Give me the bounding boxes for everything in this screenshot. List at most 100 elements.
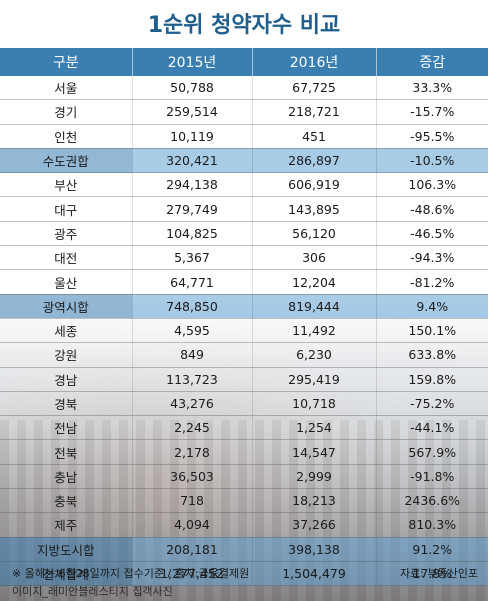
cell-2015: 36,503 [132,464,253,490]
cell-region: 대전 [0,245,133,271]
table-row: 충북 718 18,213 2436.6% [0,488,488,514]
cell-region: 전체합계 [0,561,133,587]
cell-2016: 286,897 [252,148,377,174]
cell-change: 150.1% [376,318,488,344]
cell-2016: 37,266 [252,512,377,538]
cell-2016: 295,419 [252,367,377,392]
cell-change: -75.2% [376,391,488,417]
table-row: 경남 113,723 295,419 159.8% [0,367,488,392]
table-row: 강원 849 6,230 633.8% [0,342,488,368]
cell-2016: 14,547 [252,439,377,465]
cell-2015: 50,788 [132,76,253,101]
cell-2015: 294,138 [132,172,253,198]
cell-2015: 208,181 [132,537,253,562]
cell-2016: 451 [252,124,377,149]
cell-2016: 18,213 [252,488,377,514]
table-row: 세종 4,595 11,492 150.1% [0,318,488,344]
cell-2016: 6,230 [252,342,377,368]
table-body: 서울 50,788 67,725 33.3% 경기 259,514 218,721 -15.7… [0,76,488,587]
cell-change: -10.5% [376,148,488,174]
cell-2016: 10,718 [252,391,377,417]
cell-2015: 4,595 [132,318,253,344]
chart-title: 1순위 청약자수 비교 [147,13,341,38]
cell-region: 광주 [0,221,133,247]
table-row-subtotal: 전체합계 1,277,452 1,504,479 17.8% [0,561,488,587]
cell-change: -44.1% [376,415,488,441]
cell-2015: 259,514 [132,99,253,125]
cell-change: -48.6% [376,196,488,222]
cell-change: -91.8% [376,464,488,490]
table-row: 충남 36,503 2,999 -91.8% [0,464,488,490]
cell-2016: 56,120 [252,221,377,247]
cell-2016: 2,999 [252,464,377,490]
cell-change: -15.7% [376,99,488,125]
cell-region: 부산 [0,172,133,198]
cell-change: 633.8% [376,342,488,368]
cell-2015: 2,178 [132,439,253,465]
header-2016: 2016년 [252,48,377,76]
cell-2016: 1,504,479 [252,561,377,587]
cell-region: 전남 [0,415,133,441]
table-row: 전남 2,245 1,254 -44.1% [0,415,488,441]
cell-2015: 1,277,452 [132,561,253,587]
cell-region: 충북 [0,488,133,514]
table-row: 부산 294,138 606,919 106.3% [0,172,488,198]
cell-region: 대구 [0,196,133,222]
cell-region: 인천 [0,124,133,149]
cell-2015: 64,771 [132,269,253,295]
table-row: 서울 50,788 67,725 33.3% [0,76,488,101]
table-row: 경기 259,514 218,721 -15.7% [0,99,488,125]
cell-change: 91.2% [376,537,488,562]
header-2015: 2015년 [132,48,253,76]
cell-region: 충남 [0,464,133,490]
table-row: 광주 104,825 56,120 -46.5% [0,221,488,247]
cell-region: 경기 [0,99,133,125]
cell-2015: 104,825 [132,221,253,247]
cell-change: 17.8% [376,561,488,587]
table-row-subtotal: 광역시합 748,850 819,444 9.4% [0,294,488,319]
cell-change: 9.4% [376,294,488,319]
cell-2016: 306 [252,245,377,271]
cell-change: -46.5% [376,221,488,247]
table-row: 전북 2,178 14,547 567.9% [0,439,488,465]
data-table: 구분 2015년 2016년 증감 서울 50,788 67,725 33.3% 경기 2… [0,48,488,587]
cell-change: 106.3% [376,172,488,198]
cell-2016: 67,725 [252,76,377,101]
cell-2015: 279,749 [132,196,253,222]
cell-region: 울산 [0,269,133,295]
table-header-row: 구분 2015년 2016년 증감 [0,48,488,76]
cell-2015: 718 [132,488,253,514]
cell-2015: 43,276 [132,391,253,417]
table-row: 대구 279,749 143,895 -48.6% [0,196,488,222]
cell-2015: 748,850 [132,294,253,319]
header-change: 증감 [376,48,488,76]
cell-2016: 1,254 [252,415,377,441]
cell-2016: 819,444 [252,294,377,319]
cell-2015: 4,094 [132,512,253,538]
cell-2015: 10,119 [132,124,253,149]
cell-region: 경남 [0,367,133,392]
table-row-subtotal: 지방도시합 208,181 398,138 91.2% [0,537,488,562]
cell-2016: 11,492 [252,318,377,344]
cell-region: 경북 [0,391,133,417]
cell-region: 세종 [0,318,133,344]
cell-change: 810.3% [376,512,488,538]
cell-2015: 113,723 [132,367,253,392]
table-row: 경북 43,276 10,718 -75.2% [0,391,488,417]
table-row: 울산 64,771 12,204 -81.2% [0,269,488,295]
cell-change: -95.5% [376,124,488,149]
cell-change: 567.9% [376,439,488,465]
cell-2015: 2,245 [132,415,253,441]
cell-region: 서울 [0,76,133,101]
source-note: 자료: 부동산인포 [399,567,478,580]
table-row: 대전 5,367 306 -94.3% [0,245,488,271]
footnote: ※ 올해는 6월28일까지 접수기준 / 출처:금융결제원 [12,567,250,580]
cell-change: -94.3% [376,245,488,271]
image-credit: 이미지_래미안블레스티지 집객사진 [12,585,173,598]
cell-region: 광역시합 [0,294,133,319]
cell-2016: 218,721 [252,99,377,125]
cell-region: 전북 [0,439,133,465]
table-row: 제주 4,094 37,266 810.3% [0,512,488,538]
table-row-subtotal: 수도권합 320,421 286,897 -10.5% [0,148,488,174]
